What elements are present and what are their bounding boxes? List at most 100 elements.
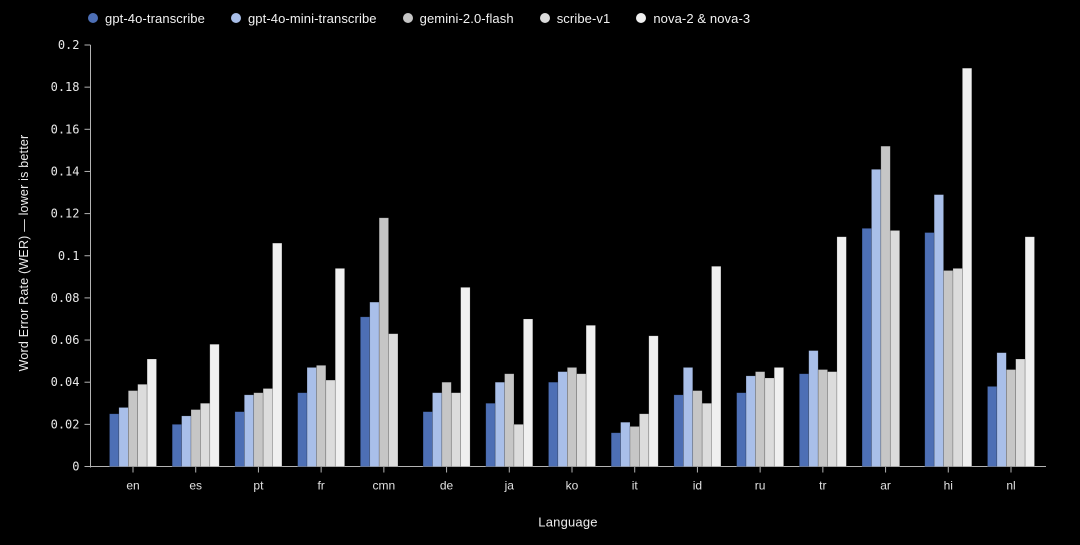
bar-scribe-v1-nl [1015, 358, 1026, 467]
x-tick-label: es [189, 479, 202, 493]
bar-nova-2 & nova-3-hi [962, 67, 973, 467]
legend-item-gpt-4o-mini-transcribe: gpt-4o-mini-transcribe [230, 10, 377, 26]
bar-nova-2 & nova-3-ru [773, 367, 784, 467]
bar-gpt-4o-transcribe-ja [485, 402, 496, 467]
x-tick-label: ru [755, 479, 766, 493]
bar-gpt-4o-mini-transcribe-hi [933, 194, 944, 467]
bar-nova-2 & nova-3-it [648, 335, 659, 467]
bar-nova-2 & nova-3-ja [523, 318, 534, 467]
bar-scribe-v1-pt [262, 388, 273, 467]
bar-nova-2 & nova-3-fr [334, 268, 345, 467]
x-tick-label: en [126, 479, 139, 493]
legend-label: scribe-v1 [556, 10, 611, 26]
bar-gpt-4o-mini-transcribe-en [118, 407, 129, 467]
y-tick-label: 0.14 [51, 164, 80, 178]
bar-nova-2 & nova-3-nl [1024, 236, 1035, 467]
bar-gpt-4o-mini-transcribe-ko [557, 371, 568, 467]
bar-nova-2 & nova-3-pt [272, 242, 283, 467]
bar-gemini-2.0-flash-hi [943, 270, 954, 467]
bar-gpt-4o-mini-transcribe-ru [745, 375, 756, 467]
bar-gpt-4o-transcribe-pt [234, 411, 245, 467]
bar-scribe-v1-tr [827, 371, 838, 467]
legend-marker-icon [636, 13, 647, 23]
bar-scribe-v1-fr [325, 379, 336, 467]
y-tick-label: 0.18 [51, 80, 80, 94]
bar-scribe-v1-it [639, 413, 650, 467]
bar-gemini-2.0-flash-fr [316, 365, 327, 467]
bar-gpt-4o-transcribe-fr [297, 392, 308, 467]
bar-gemini-2.0-flash-pt [253, 392, 264, 467]
legend-label: gpt-4o-mini-transcribe [247, 10, 377, 26]
bar-nova-2 & nova-3-tr [836, 236, 847, 467]
bar-scribe-v1-id [701, 402, 712, 467]
legend-marker-icon [230, 13, 241, 23]
x-tick-label: cmn [373, 479, 396, 493]
x-tick-label: nl [1006, 479, 1015, 493]
bar-scribe-v1-ru [764, 377, 775, 467]
bar-gemini-2.0-flash-it [629, 426, 640, 467]
legend-label: gemini-2.0-flash [419, 10, 514, 26]
bar-gemini-2.0-flash-de [441, 381, 452, 467]
bar-scribe-v1-es [200, 402, 211, 467]
bar-gpt-4o-transcribe-ko [548, 381, 559, 467]
x-tick-label: ar [880, 479, 891, 493]
bar-nova-2 & nova-3-es [209, 343, 220, 467]
bar-gpt-4o-transcribe-hi [924, 232, 935, 467]
legend-marker-icon [402, 13, 413, 23]
bar-gpt-4o-transcribe-nl [987, 386, 998, 467]
y-tick-label: 0 [72, 460, 79, 474]
y-tick-label: 0.02 [51, 417, 80, 431]
bar-gpt-4o-mini-transcribe-pt [244, 394, 255, 467]
bar-gpt-4o-mini-transcribe-nl [996, 352, 1007, 467]
legend-label: gpt-4o-transcribe [105, 10, 205, 26]
bar-gpt-4o-transcribe-de [422, 411, 433, 467]
x-axis-title: Language [538, 514, 598, 530]
legend-item-nova-2 & nova-3: nova-2 & nova-3 [636, 11, 750, 26]
x-tick-label: ko [566, 479, 579, 493]
bar-gpt-4o-transcribe-en [109, 413, 120, 467]
bar-scribe-v1-hi [952, 268, 963, 467]
y-tick-label: 0.16 [51, 122, 80, 136]
bar-scribe-v1-ko [576, 373, 587, 467]
bar-gpt-4o-mini-transcribe-id [683, 367, 694, 467]
y-tick-label: 0.06 [51, 333, 80, 347]
chart-legend: gpt-4o-transcribe gpt-4o-mini-transcribe g… [88, 7, 750, 29]
bar-gemini-2.0-flash-ja [504, 373, 515, 467]
x-tick-label: ja [504, 479, 515, 493]
x-tick-label: hi [944, 479, 953, 493]
bar-gpt-4o-mini-transcribe-de [432, 392, 443, 467]
legend-label: nova-2 & nova-3 [653, 10, 751, 26]
bar-scribe-v1-cmn [388, 333, 399, 467]
y-tick-label: 0.12 [51, 207, 80, 221]
bar-gpt-4o-mini-transcribe-ar [871, 169, 882, 467]
bar-gemini-2.0-flash-ko [566, 367, 577, 467]
bar-gpt-4o-mini-transcribe-ja [494, 381, 505, 467]
bar-gpt-4o-mini-transcribe-es [181, 415, 192, 467]
bar-gpt-4o-transcribe-es [171, 424, 182, 467]
y-tick-label: 0.04 [51, 375, 80, 389]
bar-gpt-4o-mini-transcribe-fr [306, 367, 317, 467]
legend-item-gpt-4o-transcribe: gpt-4o-transcribe [88, 11, 205, 26]
legend-marker-icon [539, 13, 550, 23]
bar-gpt-4o-transcribe-ar [861, 228, 872, 467]
x-tick-label: de [440, 479, 454, 493]
bar-scribe-v1-ja [513, 424, 524, 467]
bar-gpt-4o-transcribe-ru [736, 392, 747, 467]
bar-nova-2 & nova-3-de [460, 287, 471, 467]
bar-gpt-4o-mini-transcribe-tr [808, 350, 819, 467]
y-tick-label: 0.2 [58, 38, 80, 52]
x-tick-label: id [693, 479, 702, 493]
x-tick-label: tr [819, 479, 826, 493]
y-tick-label: 0.1 [58, 249, 80, 263]
bar-nova-2 & nova-3-id [711, 265, 722, 467]
bar-scribe-v1-de [450, 392, 461, 467]
bar-gpt-4o-transcribe-tr [799, 373, 810, 467]
bar-gemini-2.0-flash-es [190, 409, 201, 467]
bar-gemini-2.0-flash-nl [1005, 369, 1016, 467]
bar-gpt-4o-mini-transcribe-it [620, 421, 631, 467]
bar-scribe-v1-ar [889, 230, 900, 467]
legend-item-scribe-v1: scribe-v1 [539, 10, 611, 26]
x-tick-label: pt [253, 479, 264, 493]
